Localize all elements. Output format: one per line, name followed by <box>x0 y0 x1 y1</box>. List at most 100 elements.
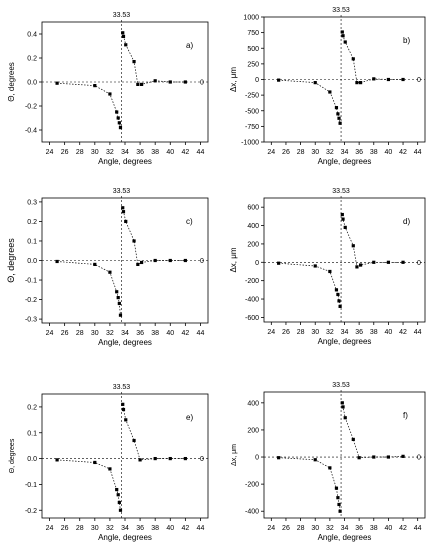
vertical-reference-label: 33.53 <box>332 382 350 389</box>
right-branch-line <box>341 31 403 83</box>
data-point <box>372 260 376 264</box>
y-tick-label: 600 <box>247 205 259 212</box>
x-tick-label: 44 <box>414 525 422 532</box>
y-tick-label: 0.2 <box>27 219 37 226</box>
data-point <box>140 260 144 265</box>
x-tick-label: 36 <box>355 329 363 336</box>
x-axis-label: Angle, degrees <box>318 533 372 542</box>
y-tick-label: -200 <box>245 482 259 489</box>
y-tick-label: 750 <box>247 30 259 37</box>
x-tick-label: 24 <box>267 525 275 532</box>
y-axis-label: Δx, μm <box>229 247 238 272</box>
plot-frame <box>263 391 426 519</box>
plot-frame <box>41 393 209 519</box>
x-tick-label: 36 <box>136 149 144 156</box>
data-point <box>359 263 363 267</box>
x-tick-label: 34 <box>341 149 349 156</box>
data-point <box>117 500 121 505</box>
x-tick-label: 32 <box>326 329 334 336</box>
data-point <box>343 225 347 229</box>
data-point <box>386 77 391 82</box>
data-point <box>328 90 332 94</box>
x-tick-label: 36 <box>136 330 144 337</box>
y-axis-label: Θ, degrees <box>9 438 16 473</box>
data-point <box>168 456 172 461</box>
data-point <box>328 269 332 274</box>
data-point <box>328 466 332 470</box>
x-tick-label: 40 <box>166 149 174 156</box>
x-tick-label: 26 <box>61 149 69 156</box>
data-point <box>277 261 281 265</box>
data-point <box>401 260 405 264</box>
data-point <box>115 110 119 114</box>
x-tick-label: 36 <box>355 525 363 532</box>
y-axis-label: Θ, degrees <box>6 238 16 283</box>
data-point <box>153 456 157 461</box>
x-axis-label: Angle, degrees <box>98 157 152 166</box>
x-tick-label: 38 <box>370 525 378 532</box>
right-branch-line <box>122 404 186 461</box>
chart-panel-6: 24 26 28 30 32 34 36 38 40 42 44 -400 -200 0 200 400 Ang… <box>231 382 426 542</box>
x-tick-label: 40 <box>385 525 393 532</box>
x-tick-label: 42 <box>181 330 189 337</box>
x-axis-label: Angle, degrees <box>318 157 372 166</box>
y-tick-label: 0.2 <box>27 404 37 411</box>
x-tick-label: 40 <box>385 329 393 336</box>
data-point <box>338 304 342 308</box>
data-point <box>343 416 347 420</box>
x-tick-label: 30 <box>91 149 99 156</box>
data-point <box>136 262 140 267</box>
y-tick-label: -0.1 <box>25 482 37 489</box>
right-branch-line <box>341 214 403 268</box>
data-point <box>115 290 119 294</box>
data-point <box>277 78 281 82</box>
x-tick-label: 32 <box>106 149 114 156</box>
x-tick-label: 42 <box>399 149 407 156</box>
data-point <box>153 258 157 263</box>
x-tick-label: 44 <box>197 330 205 337</box>
zero-reference-label: 0 <box>200 80 204 87</box>
left-branch-line <box>57 82 121 128</box>
y-tick-label: 250 <box>247 61 259 68</box>
panel-label: f) <box>403 411 408 420</box>
data-point <box>386 260 391 264</box>
data-point <box>55 81 59 85</box>
x-tick-label: 38 <box>370 149 378 156</box>
x-tick-label: 42 <box>399 525 407 532</box>
x-tick-label: 38 <box>151 149 159 156</box>
x-tick-label: 28 <box>76 525 84 532</box>
data-point <box>341 34 345 38</box>
y-axis-label: Δx, μm <box>231 444 238 466</box>
data-point <box>359 81 363 85</box>
data-point <box>138 458 142 462</box>
data-point <box>132 60 136 64</box>
y-tick-label: -0.2 <box>25 508 37 515</box>
data-point <box>355 81 359 85</box>
data-point <box>121 206 125 210</box>
y-tick-label: 0.0 <box>27 258 37 265</box>
data-point <box>336 292 340 297</box>
zero-reference-label: 0 <box>417 455 421 462</box>
left-branch-line <box>57 261 121 316</box>
x-tick-label: 26 <box>61 330 69 337</box>
data-point <box>341 405 345 409</box>
x-tick-label: 40 <box>166 330 174 337</box>
data-point <box>132 438 136 443</box>
y-tick-label: 0.3 <box>27 199 37 206</box>
data-point <box>121 34 126 38</box>
data-point <box>108 467 112 471</box>
data-point <box>372 455 376 459</box>
data-point <box>340 30 344 34</box>
y-tick-label: -400 <box>245 297 259 304</box>
data-point <box>124 418 128 422</box>
data-point <box>153 79 157 83</box>
y-tick-label: -400 <box>245 509 259 516</box>
x-tick-label: 28 <box>76 330 84 337</box>
y-tick-label: 0.2 <box>27 56 37 63</box>
x-tick-label: 36 <box>355 149 363 156</box>
data-point <box>108 270 112 274</box>
data-point <box>55 458 59 462</box>
data-point <box>340 212 344 217</box>
data-point <box>55 259 59 264</box>
data-point <box>337 502 341 507</box>
